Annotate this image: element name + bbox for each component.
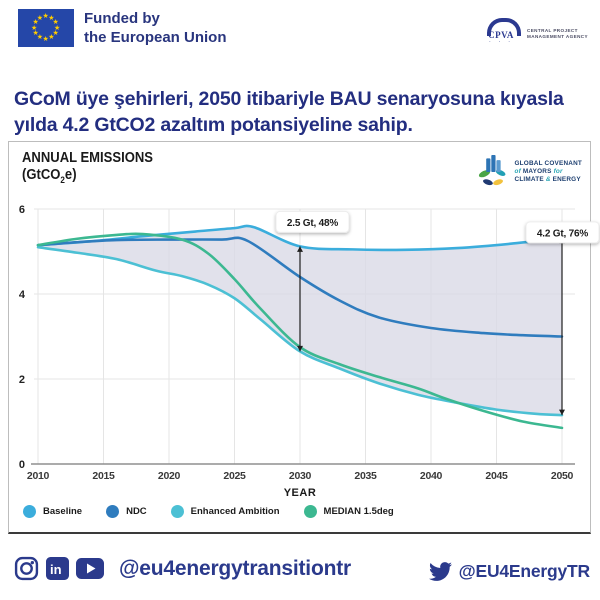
legend-label-median-15deg: MEDIAN 1.5deg <box>323 506 394 517</box>
gcom-logo-icon <box>478 155 505 186</box>
svg-text:2025: 2025 <box>223 470 246 482</box>
cpva-agency-name: CENTRAL PROJECT MANAGEMENT AGENCY <box>527 28 588 39</box>
chart-title-unit: (GtCO2e) <box>22 167 77 185</box>
social-bar-right: @EU4EnergyTR <box>427 560 590 583</box>
svg-text:6: 6 <box>19 204 25 216</box>
gcom-line2: of MAYORS for <box>514 168 563 175</box>
twitter-handle[interactable]: @EU4EnergyTR <box>458 561 591 581</box>
gcom-line3: CLIMATE & ENERGY <box>514 176 581 183</box>
eu-funding-line1: Funded by <box>84 10 160 27</box>
svg-text:2.5 Gt, 48%: 2.5 Gt, 48% <box>287 218 338 229</box>
headline: GCoM üye şehirleri, 2050 itibariyle BAU … <box>14 88 564 136</box>
legend-item-baseline: Baseline <box>23 505 82 518</box>
gcom-logo: GLOBAL COVENANT of MAYORS for CLIMATE & … <box>476 154 583 190</box>
eu-star-icon: ★ <box>54 24 61 32</box>
cpva-arc-icon <box>487 18 521 36</box>
eu-star-icon: ★ <box>32 18 39 26</box>
eu-star-icon: ★ <box>52 30 59 38</box>
instagram-icon[interactable] <box>14 556 39 581</box>
eu-star-icon: ★ <box>48 34 55 42</box>
cpva-acronym: CPVA <box>488 30 514 40</box>
legend-label-ndc: NDC <box>126 506 147 517</box>
eu-star-icon: ★ <box>48 14 55 22</box>
legend-item-ndc: NDC <box>106 505 147 518</box>
eu-funding-logo: ★ ★ ★ ★ ★ ★ ★ ★ ★ ★ ★ ★ Funded by the European Unio… <box>18 9 227 47</box>
gcom-logo-text: GLOBAL COVENANT of MAYORS for CLIMATE & … <box>515 160 583 184</box>
median-15deg-dot-icon <box>303 505 317 518</box>
cpva-stars: · · · <box>488 39 514 45</box>
svg-text:2015: 2015 <box>92 470 115 482</box>
svg-text:2010: 2010 <box>27 470 50 482</box>
eu-star-icon: ★ <box>42 13 49 20</box>
legend-item-enhanced-ambition: Enhanced Ambition <box>170 505 280 518</box>
chart-title-line1: ANNUAL EMISSIONS <box>22 150 154 166</box>
chart-title: ANNUAL EMISSIONS (GtCO2e) <box>22 150 153 189</box>
svg-text:2030: 2030 <box>289 470 312 482</box>
baseline-dot-icon <box>23 505 36 518</box>
enhanced-ambition-dot-icon <box>170 505 184 518</box>
svg-text:2020: 2020 <box>158 470 181 482</box>
eu-star-icon: ★ <box>36 34 44 42</box>
svg-text:2050: 2050 <box>551 470 574 482</box>
instagram-handle[interactable]: @eu4energytransitiontr <box>119 556 351 580</box>
svg-text:YEAR: YEAR <box>284 487 317 499</box>
chart-card: ANNUAL EMISSIONS (GtCO2e) GLOBAL COVENAN… <box>8 141 600 534</box>
chart-legend: Baseline NDC Enhanced Ambition MEDIAN 1.… <box>23 505 394 518</box>
svg-text:2040: 2040 <box>420 470 443 482</box>
legend-label-baseline: Baseline <box>43 506 83 517</box>
legend-label-enhanced-ambition: Enhanced Ambition <box>190 506 280 517</box>
eu-funding-line2: the European Union <box>84 29 227 46</box>
cpva-logo-mark: CPVA · · · <box>481 17 521 51</box>
svg-text:0: 0 <box>19 459 25 471</box>
svg-text:in: in <box>50 562 62 577</box>
ndc-dot-icon <box>106 505 120 518</box>
emissions-chart: 2.5 Gt, 48%4.2 Gt, 76%2010 2015 2020 2025 20… <box>19 204 600 499</box>
twitter-icon[interactable] <box>427 560 454 583</box>
eu-funding-text: Funded by the European Union <box>84 9 227 47</box>
cpva-logo: CPVA · · · CENTRAL PROJECT MANAGEMENT AG… <box>481 17 588 51</box>
eu-star-icon: ★ <box>31 24 38 32</box>
eu-star-icon: ★ <box>32 30 39 38</box>
gcom-line1: GLOBAL COVENANT <box>514 160 582 167</box>
svg-text:2045: 2045 <box>485 470 508 482</box>
eu-star-icon: ★ <box>52 18 59 26</box>
eu-star-icon: ★ <box>42 36 49 43</box>
svg-text:4: 4 <box>19 289 26 301</box>
svg-text:2035: 2035 <box>354 470 377 482</box>
svg-text:4.2 Gt, 76%: 4.2 Gt, 76% <box>537 228 588 239</box>
legend-item-median-15deg: MEDIAN 1.5deg <box>303 505 394 518</box>
svg-text:2: 2 <box>19 374 25 386</box>
eu-star-icon: ★ <box>36 14 44 22</box>
linkedin-icon[interactable]: in <box>46 557 69 580</box>
eu-flag-icon: ★ ★ ★ ★ ★ ★ ★ ★ ★ ★ ★ ★ <box>18 9 74 47</box>
youtube-icon[interactable] <box>76 558 104 579</box>
social-bar-left: in @eu4energytransitiontr <box>14 556 351 581</box>
